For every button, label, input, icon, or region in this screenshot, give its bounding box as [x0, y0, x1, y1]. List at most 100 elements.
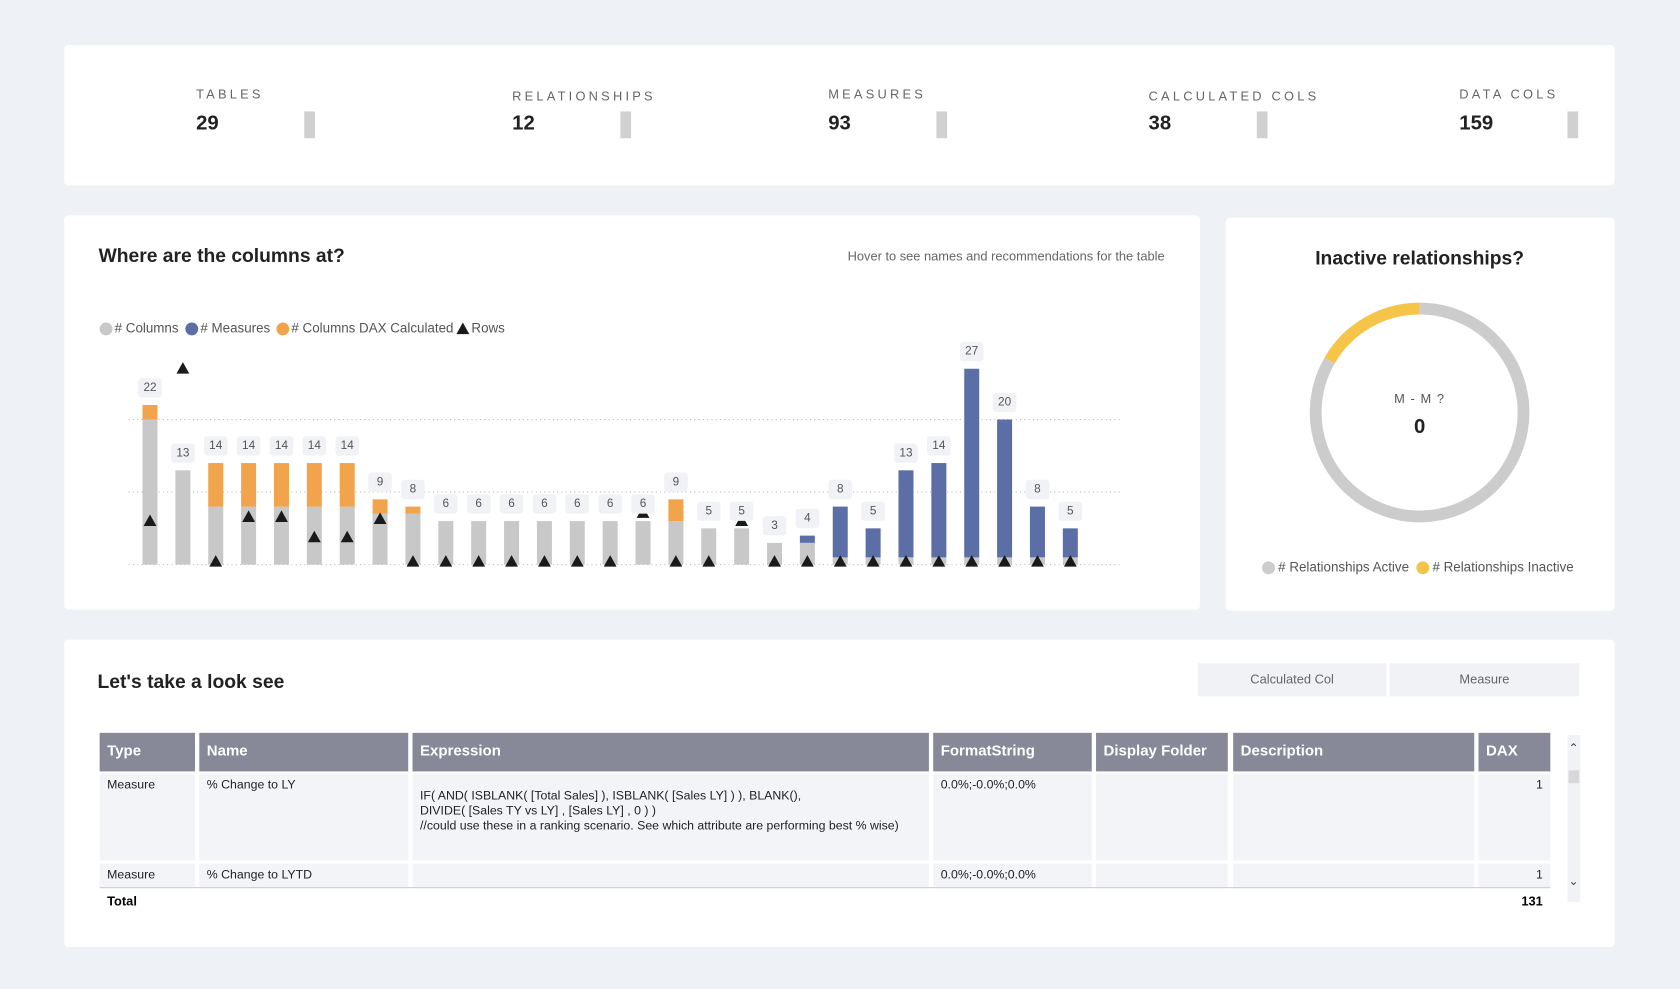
column-header: Description [1233, 732, 1475, 772]
bar-segment [142, 405, 158, 420]
cell-text: % Change to LYTD [206, 868, 313, 882]
bar-segment [964, 368, 980, 558]
expression-line: DIVIDE( [Sales TY vs LY] , [Sales LY] , … [419, 804, 656, 818]
legend-marker [185, 322, 199, 336]
data-label: 14 [242, 439, 256, 452]
bar-segment [175, 470, 191, 565]
kpi-label: CALCULATED COLS [1148, 88, 1320, 104]
data-label-bg [203, 436, 228, 456]
data-label-bg [466, 494, 491, 514]
data-label: 14 [209, 439, 223, 452]
cell-text: 1 [1535, 868, 1543, 882]
data-label-bg [992, 392, 1017, 413]
kpi-value: 93 [828, 112, 851, 135]
bar-segment [372, 513, 388, 565]
bar-segment [997, 419, 1013, 558]
bar-segment [208, 463, 224, 507]
data-label: 5 [738, 504, 745, 517]
column-header: FormatString [933, 732, 1092, 772]
table-cell [1096, 773, 1228, 861]
table-cell [1233, 773, 1475, 861]
table-cell: 0.0%;-0.0%;0.0% [933, 863, 1092, 889]
kpi-bar [620, 111, 632, 139]
expression-line: IF( AND( ISBLANK( [Total Sales] ), ISBLA… [419, 789, 802, 803]
legend-label: Rows [471, 320, 505, 335]
table-cell [412, 863, 929, 889]
column-header: DAX [1478, 732, 1551, 772]
table-cell: Measure [99, 863, 195, 889]
data-label-bg [236, 436, 261, 456]
data-label: 5 [1067, 504, 1074, 517]
bar-segment [799, 542, 815, 565]
rows-marker [1063, 555, 1077, 567]
scroll-up[interactable]: ⌃ [1568, 742, 1579, 756]
rows-marker [1031, 555, 1044, 567]
total-value: 131 [1521, 893, 1543, 909]
rows-marker [998, 555, 1012, 567]
rows-marker [242, 510, 256, 522]
donut-title: Inactive relationships? [1315, 248, 1524, 269]
bar-segment [734, 528, 750, 565]
cell-text: Measure [107, 868, 156, 882]
rows-marker [768, 555, 781, 567]
rows-marker [702, 555, 716, 567]
kpi-label: DATA COLS [1459, 86, 1559, 102]
expression-spacer [420, 778, 921, 789]
bar-segment [767, 542, 783, 565]
data-label: 5 [870, 504, 877, 517]
scroll-down[interactable]: ⌄ [1568, 875, 1579, 889]
kpi-label: TABLES [196, 86, 264, 102]
donut-center-label: M - M ? [1394, 391, 1445, 406]
table-cell: IF( AND( ISBLANK( [Total Sales] ), ISBLA… [412, 773, 929, 861]
bar-segment [668, 521, 684, 565]
data-label: 8 [410, 483, 417, 496]
data-label: 6 [475, 497, 482, 510]
table-cell: % Change to LYTD [199, 863, 409, 889]
bar-segment [471, 521, 487, 565]
bar-segment [208, 506, 224, 565]
data-label: 9 [377, 475, 384, 488]
legend-label: # Columns [115, 320, 179, 335]
scroll-thumb[interactable] [1568, 770, 1580, 784]
filter-button[interactable]: Measure [1389, 663, 1580, 697]
rows-marker [866, 555, 880, 567]
data-label: 5 [705, 504, 712, 517]
rows-marker [932, 555, 946, 567]
data-label: 14 [308, 439, 322, 452]
data-label-bg [861, 501, 885, 521]
donut-center-value: 0 [1414, 416, 1425, 438]
bar-segment [668, 499, 684, 522]
legend-marker [1416, 561, 1430, 575]
column-header: Name [199, 732, 409, 772]
data-label-bg [795, 508, 820, 529]
data-label-bg [598, 494, 622, 514]
rows-marker [505, 555, 518, 567]
data-label-bg [532, 494, 557, 514]
data-label-bg [762, 516, 787, 536]
data-label: 8 [1034, 483, 1041, 496]
data-label: 9 [673, 475, 680, 488]
data-label-bg [499, 494, 524, 514]
data-label-bg [1025, 479, 1050, 500]
bar-segment [438, 521, 454, 565]
data-label: 6 [574, 497, 581, 510]
column-header: Type [99, 732, 195, 772]
bar-segment [273, 463, 289, 507]
kpi-label: MEASURES [828, 86, 927, 102]
cell-text: 0.0%;-0.0%;0.0% [940, 868, 1036, 882]
rows-marker [965, 555, 979, 567]
data-label-bg [894, 443, 918, 463]
data-label-bg [696, 501, 721, 521]
rows-marker [472, 555, 486, 567]
kpi-value: 29 [196, 112, 219, 135]
bar-segment [1029, 506, 1045, 558]
bar-segment [504, 521, 520, 565]
bar-segment [1062, 528, 1078, 558]
data-label: 6 [640, 497, 647, 510]
rows-marker [143, 514, 157, 527]
bar-segment [832, 506, 848, 558]
table-cell: % Change to LY [199, 773, 409, 861]
filter-button[interactable]: Calculated Col [1197, 663, 1387, 697]
